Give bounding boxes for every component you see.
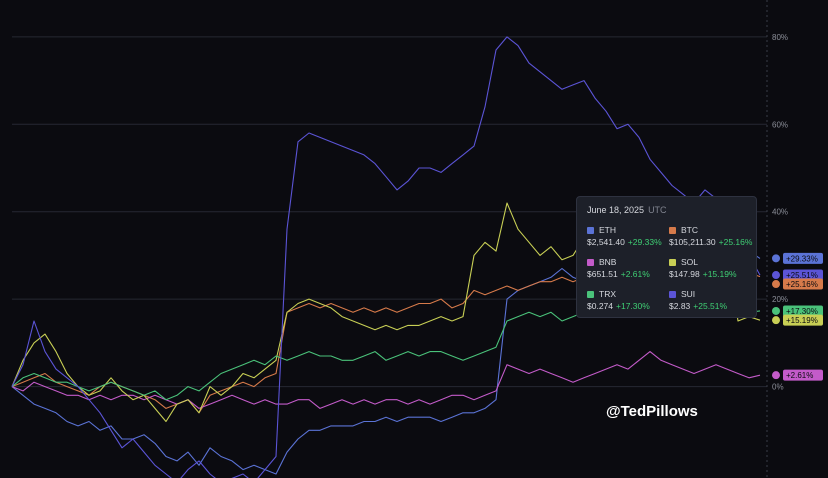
bitcoin-icon: [772, 280, 780, 289]
end-label-text: +25.51%: [786, 271, 818, 280]
tron-icon: [772, 306, 780, 315]
tooltip-item-name: ETH: [599, 225, 616, 235]
tooltip-item-change: +17.30%: [616, 301, 650, 311]
end-label-bnb: +2.61%: [772, 369, 823, 381]
sui-swatch: [669, 290, 676, 298]
tooltip-item-name: TRX: [599, 289, 616, 299]
series-line-bnb: [11, 351, 761, 409]
end-label-sui: +25.51%: [772, 269, 823, 281]
tooltip-item-change: +29.33%: [627, 237, 662, 247]
eth-swatch: [587, 226, 594, 234]
tooltip-item-change: +25.51%: [693, 301, 728, 311]
tooltip-timezone: UTC: [648, 205, 667, 215]
sol-swatch: [669, 258, 676, 266]
tooltip-item-name: BTC: [681, 225, 698, 235]
tooltip-item-sui: SUI $2.83 +25.51%: [669, 288, 751, 312]
trx-swatch: [587, 290, 594, 298]
tooltip-item-price: $147.98: [669, 269, 700, 279]
y-tick-label: 40%: [772, 208, 788, 217]
sui-icon: [772, 271, 780, 280]
end-label-text: +17.30%: [786, 307, 818, 316]
end-labels: +29.33% +25.51%+25.16% +17.30%+15.19% +2.61…: [772, 252, 823, 381]
end-label-box: [783, 278, 823, 290]
tooltip-header: June 18, 2025 UTC: [587, 205, 746, 215]
end-label-box: [783, 314, 823, 326]
bnb-icon: [772, 371, 780, 380]
y-axis: 0% 20% 40% 60% 80%: [766, 0, 788, 478]
end-label-sol: +15.19%: [772, 314, 823, 326]
end-label-btc: +25.16%: [772, 278, 823, 290]
watermark: @TedPillows: [606, 403, 698, 420]
tooltip-item-bnb: BNB $651.51 +2.61%: [587, 256, 669, 280]
ethereum-icon: [772, 254, 780, 263]
end-label-box: [783, 252, 823, 264]
series-line-sui: [11, 36, 761, 478]
end-label-text: +2.61%: [786, 371, 813, 380]
end-label-box: [783, 305, 823, 317]
y-tick-label: 60%: [772, 120, 788, 129]
y-tick-label: 20%: [772, 295, 788, 304]
tooltip-item-name: SOL: [681, 257, 699, 267]
btc-swatch: [669, 226, 676, 234]
end-label-box: [783, 369, 823, 381]
solana-icon: [772, 316, 780, 325]
tooltip-item-change: +15.19%: [702, 269, 737, 279]
tooltip-item-price: $651.51: [587, 269, 618, 279]
end-label-trx: +17.30%: [772, 305, 823, 317]
tooltip-item-trx: TRX $0.274 +17.30%: [587, 288, 669, 312]
tooltip-item-price: $0.274: [587, 301, 613, 311]
end-label-text: +25.16%: [786, 280, 818, 289]
tooltip-item-name: BNB: [599, 257, 617, 267]
bnb-swatch: [587, 258, 594, 266]
tooltip-item-eth: ETH $2,541.40 +29.33%: [587, 224, 669, 248]
tooltip-item-price: $105,211.30: [669, 237, 716, 247]
end-label-text: +29.33%: [786, 254, 818, 263]
y-tick-label: 0%: [772, 383, 784, 392]
tooltip-grid: ETH $2,541.40 +29.33% BTC $105,211.30 +25.…: [587, 224, 752, 312]
tooltip-item-price: $2,541.40: [587, 237, 625, 247]
tooltip-item-name: SUI: [681, 289, 696, 299]
tooltip-date: June 18, 2025: [587, 205, 645, 215]
end-label-text: +15.19%: [786, 316, 818, 325]
tooltip-item-btc: BTC $105,211.30 +25.16%: [669, 224, 753, 248]
end-label-eth: +29.33%: [772, 252, 823, 264]
tooltip-item-price: $2.83: [669, 301, 691, 311]
end-label-box: [783, 269, 823, 281]
tooltip-item-change: +25.16%: [718, 237, 753, 247]
crosshair-tooltip: June 18, 2025 UTC ETH $2,541.40 +29.33% BT…: [576, 196, 757, 318]
tooltip-item-sol: SOL $147.98 +15.19%: [669, 256, 751, 280]
tooltip-item-change: +2.61%: [620, 269, 650, 279]
y-tick-label: 80%: [772, 33, 788, 42]
